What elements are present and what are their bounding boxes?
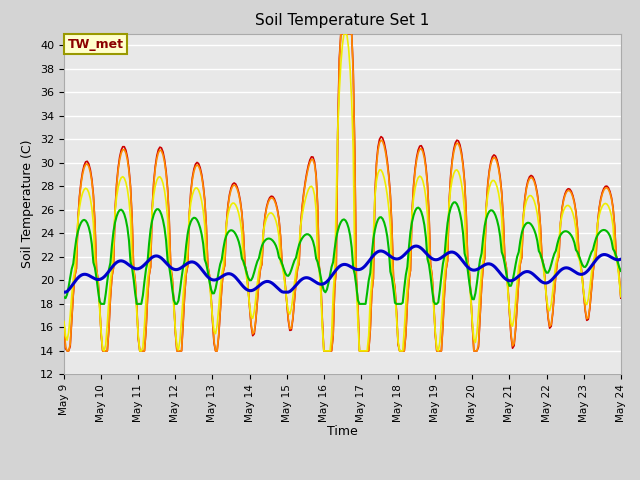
Line: SoilT1_16: SoilT1_16 — [64, 202, 621, 304]
Text: TW_met: TW_met — [68, 38, 124, 51]
SoilT1_02 — [165, 216, 173, 222]
SoilT1_04 — [63, 348, 71, 354]
Line: SoilT1_08: SoilT1_08 — [64, 34, 621, 351]
SoilT1_02 — [337, 31, 345, 36]
SoilT1_16 — [60, 294, 68, 300]
SoilT1_04 — [380, 143, 388, 149]
SoilT1_08 — [165, 263, 173, 269]
SoilT1_32 — [377, 248, 385, 254]
SoilT1_04 — [337, 31, 345, 36]
Line: SoilT1_02: SoilT1_02 — [64, 34, 621, 351]
SoilT1_04 — [399, 348, 406, 354]
SoilT1_32 — [60, 289, 68, 295]
SoilT1_02 — [552, 272, 559, 278]
SoilT1_16 — [552, 248, 559, 254]
SoilT1_16 — [397, 301, 405, 307]
SoilT1_16 — [76, 223, 83, 229]
SoilT1_16 — [451, 199, 459, 205]
SoilT1_02 — [60, 321, 68, 327]
Title: Soil Temperature Set 1: Soil Temperature Set 1 — [255, 13, 429, 28]
X-axis label: Time: Time — [327, 425, 358, 438]
SoilT1_16 — [617, 268, 625, 274]
SoilT1_32 — [164, 262, 172, 267]
SoilT1_04 — [412, 168, 419, 174]
SoilT1_02 — [617, 295, 625, 301]
SoilT1_04 — [617, 294, 625, 300]
Line: SoilT1_32: SoilT1_32 — [64, 246, 621, 292]
SoilT1_04 — [77, 181, 85, 187]
Y-axis label: Soil Temperature (C): Soil Temperature (C) — [22, 140, 35, 268]
SoilT1_04 — [60, 320, 68, 325]
SoilT1_02 — [77, 179, 85, 185]
SoilT1_32 — [396, 255, 403, 261]
SoilT1_08 — [342, 31, 349, 36]
SoilT1_02 — [380, 140, 388, 145]
SoilT1_08 — [100, 348, 108, 354]
SoilT1_08 — [552, 261, 559, 266]
SoilT1_32 — [76, 274, 83, 279]
SoilT1_02 — [63, 348, 71, 354]
SoilT1_16 — [410, 213, 417, 218]
SoilT1_08 — [60, 319, 68, 324]
Legend: SoilT1_02, SoilT1_04, SoilT1_08, SoilT1_16, SoilT1_32: SoilT1_02, SoilT1_04, SoilT1_08, SoilT1_… — [75, 476, 610, 480]
SoilT1_08 — [617, 293, 625, 299]
SoilT1_32 — [617, 256, 625, 262]
SoilT1_16 — [379, 216, 387, 222]
SoilT1_08 — [380, 175, 388, 181]
SoilT1_08 — [399, 348, 406, 354]
SoilT1_32 — [408, 245, 416, 251]
SoilT1_04 — [165, 217, 173, 223]
SoilT1_32 — [550, 274, 558, 280]
SoilT1_32 — [413, 243, 420, 249]
SoilT1_02 — [399, 348, 406, 354]
SoilT1_08 — [76, 205, 83, 211]
SoilT1_08 — [412, 186, 419, 192]
SoilT1_04 — [552, 272, 559, 277]
SoilT1_16 — [97, 301, 105, 307]
Line: SoilT1_04: SoilT1_04 — [64, 34, 621, 351]
SoilT1_16 — [165, 264, 173, 269]
SoilT1_02 — [412, 166, 419, 171]
